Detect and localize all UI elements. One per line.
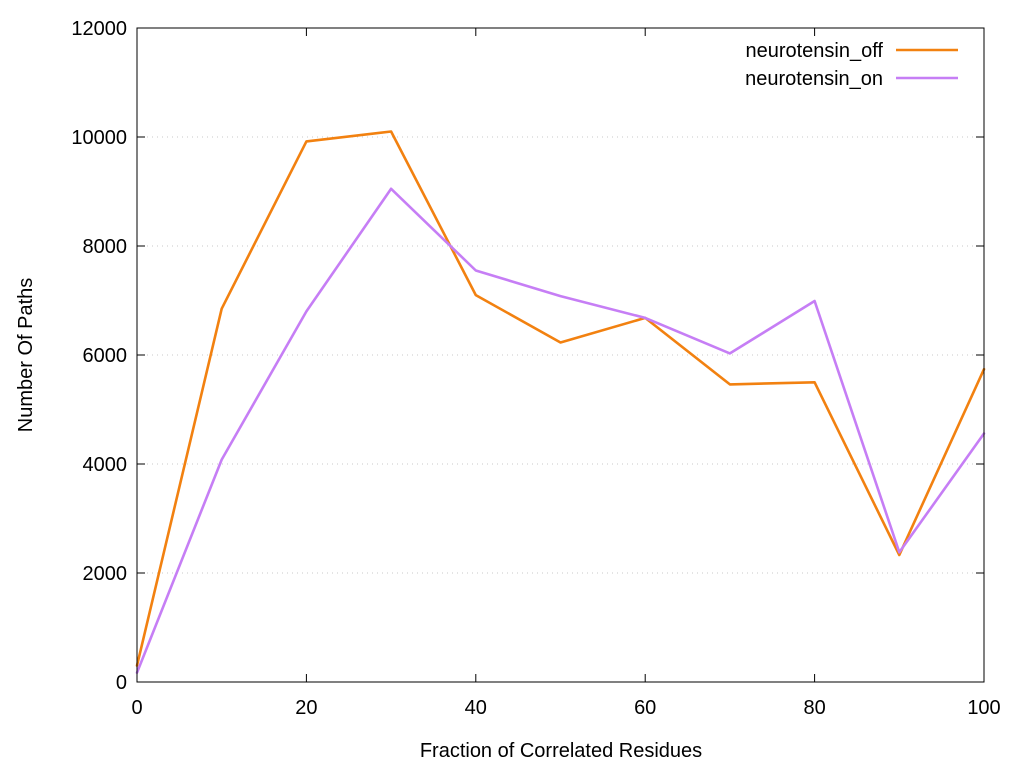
x-axis-title: Fraction of Correlated Residues (420, 740, 702, 762)
y-tick-label: 10000 (71, 127, 127, 149)
series-line-neurotensin-on (135, 187, 986, 675)
legend-label: neurotensin_off (745, 40, 883, 62)
x-tick-label: 20 (295, 697, 317, 719)
plot-frame (136, 27, 985, 683)
x-tick-label: 100 (967, 697, 1000, 719)
series-line-neurotensin-off (135, 130, 986, 667)
y-tick-label: 2000 (83, 563, 128, 585)
y-tick-label: 0 (116, 672, 127, 694)
y-tick-label: 12000 (71, 18, 127, 40)
gridlines (137, 136, 984, 574)
legend: neurotensin_off neurotensin_on (745, 40, 958, 90)
x-tick-label: 0 (131, 697, 142, 719)
legend-label: neurotensin_on (745, 68, 883, 90)
y-axis-title: Number Of Paths (15, 278, 37, 433)
axis-ticks (136, 27, 985, 683)
series-lines (135, 130, 986, 675)
x-tick-label: 80 (803, 697, 825, 719)
y-tick-label: 4000 (83, 454, 128, 476)
x-tick-label: 40 (465, 697, 487, 719)
y-tick-label: 6000 (83, 345, 128, 367)
x-tick-label: 60 (634, 697, 656, 719)
y-tick-label: 8000 (83, 236, 128, 258)
tick-labels: 0 2000 4000 6000 8000 10000 12000 0 20 40 60 80 100 (71, 18, 1000, 719)
